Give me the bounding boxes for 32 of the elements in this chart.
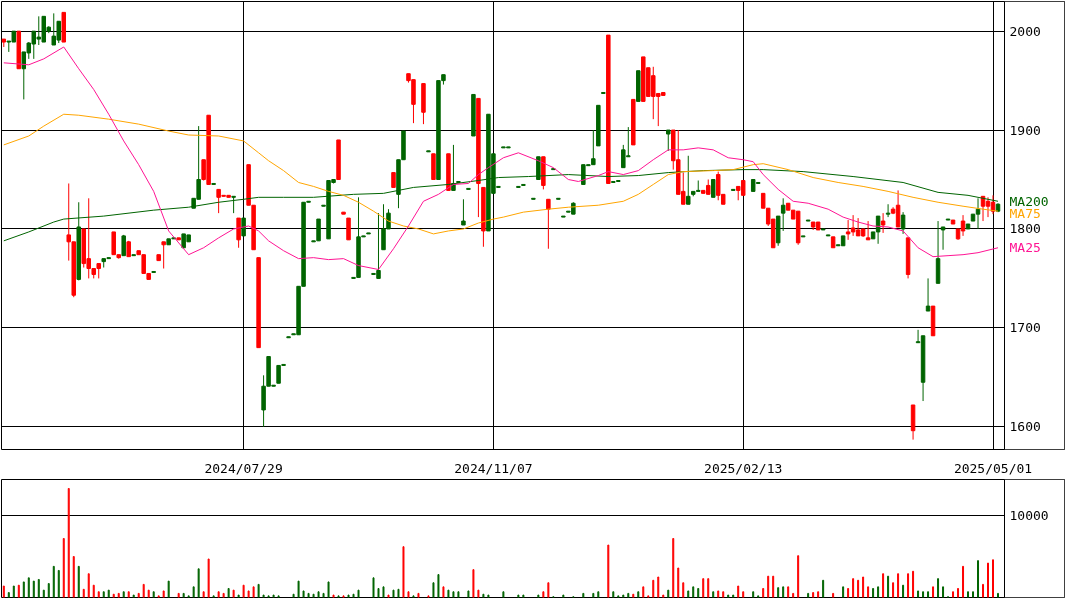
candlestick bbox=[686, 155, 691, 205]
line-series bbox=[3, 113, 999, 235]
x-tick-label: 2025/05/01 bbox=[953, 460, 1033, 476]
candlestick bbox=[925, 277, 931, 312]
candlestick bbox=[865, 220, 871, 241]
candlestick bbox=[346, 217, 351, 241]
series-label: MA25 bbox=[1009, 240, 1041, 256]
candlestick bbox=[546, 198, 551, 250]
candlestick bbox=[161, 241, 166, 270]
candlestick bbox=[666, 129, 671, 152]
candlestick bbox=[875, 215, 881, 245]
candlestick bbox=[960, 214, 966, 237]
candlestick bbox=[900, 211, 906, 235]
candlestick bbox=[880, 212, 886, 234]
y-tick-label: 1700 bbox=[1009, 320, 1041, 336]
y-tick-label: 2000 bbox=[1009, 23, 1041, 39]
candlestick bbox=[895, 189, 901, 228]
x-tick-label: 2024/07/29 bbox=[204, 460, 283, 476]
candlestick bbox=[461, 198, 466, 226]
candlestick bbox=[51, 12, 57, 46]
y-tick-label: 10000 bbox=[1009, 508, 1049, 524]
x-tick-label: 2025/02/13 bbox=[704, 460, 783, 476]
candlestick bbox=[985, 196, 991, 218]
y-tick-label: 1600 bbox=[1009, 419, 1041, 435]
candlestick bbox=[236, 217, 241, 249]
candlestick bbox=[975, 197, 981, 230]
y-tick-label: 1800 bbox=[1009, 221, 1041, 237]
y-tick-label: 1900 bbox=[1009, 122, 1041, 138]
x-tick-label: 2024/11/07 bbox=[454, 460, 533, 476]
candlestick bbox=[885, 203, 891, 218]
candlestick bbox=[780, 197, 786, 232]
candlestick bbox=[940, 226, 946, 251]
